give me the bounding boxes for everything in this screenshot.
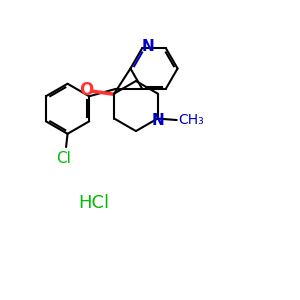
Text: N: N	[141, 39, 154, 54]
Text: CH₃: CH₃	[178, 113, 204, 127]
Text: HCl: HCl	[79, 194, 110, 212]
Text: N: N	[151, 112, 164, 128]
Text: O: O	[80, 81, 94, 99]
Text: Cl: Cl	[56, 151, 70, 166]
